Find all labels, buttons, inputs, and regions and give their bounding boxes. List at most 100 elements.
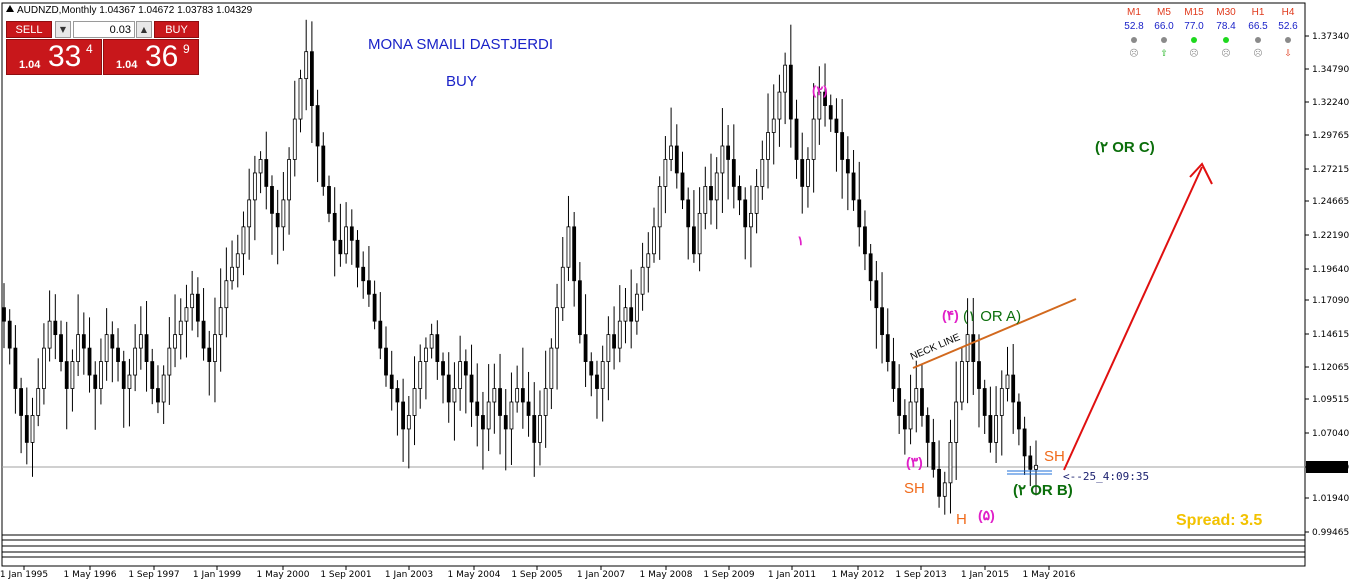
candle-body: [902, 415, 907, 430]
candle-body: [1005, 374, 1010, 389]
candle-body: [1034, 464, 1038, 470]
candle-body: [788, 64, 793, 120]
neck-line[interactable]: [912, 298, 1077, 369]
candle-body: [612, 334, 616, 349]
candle-body: [817, 91, 822, 120]
candle-body: [76, 334, 81, 362]
candle-body: [247, 199, 252, 228]
lot-decrease-button[interactable]: ▼: [55, 21, 71, 38]
candle-body: [321, 145, 326, 187]
candle-body: [81, 334, 86, 349]
candle-body: [315, 105, 320, 147]
sell-price-pips: 33: [48, 40, 82, 73]
indicator-column-m1: M1 52.8 ☹: [1119, 6, 1149, 59]
candle-body: [994, 415, 998, 443]
wave-label-four: (۴): [942, 307, 959, 323]
sell-button[interactable]: SELL: [6, 21, 52, 38]
candle-body: [270, 186, 274, 214]
lot-increase-button[interactable]: ▲: [136, 21, 152, 38]
candle-body: [555, 307, 559, 349]
candle-body: [509, 401, 514, 430]
candle-body: [298, 78, 303, 120]
candle-body: [207, 347, 212, 362]
indicator-value: 66.5: [1248, 21, 1268, 32]
time-axis: 1 Jan 1995 1 May 1996 1 Sep 1997 1 Jan 1999…: [0, 566, 1076, 580]
candle-body: [429, 334, 434, 349]
candle-body: [954, 401, 959, 443]
indicator-column-m5: M5 66.0 ⇧: [1149, 6, 1179, 59]
candle-body: [743, 199, 748, 228]
current-price-label: 1.04329: [1312, 463, 1349, 473]
time-label: 1 Sep 1997: [128, 570, 179, 580]
candle-body: [920, 388, 924, 416]
candle-body: [19, 388, 24, 416]
bottom-bands: [2, 534, 1305, 558]
candle-body: [617, 320, 622, 349]
candle-body: [156, 388, 160, 403]
candle-body: [977, 361, 981, 389]
candle-body: [24, 415, 29, 443]
lot-size-input[interactable]: [73, 21, 135, 38]
candle-body: [406, 415, 411, 430]
candle-body: [595, 374, 599, 389]
candle-body: [863, 226, 867, 255]
timeframe-label: M5: [1157, 7, 1171, 18]
candle-body: [583, 334, 588, 362]
timeframe-label: M30: [1216, 7, 1236, 18]
candle-body: [589, 361, 594, 376]
candle-body: [59, 334, 63, 362]
candle-body: [13, 347, 18, 389]
candle-body: [697, 212, 702, 255]
candle-body: [874, 280, 879, 309]
status-dot-icon: [1191, 37, 1197, 43]
buy-price-quote[interactable]: 1.04 36 9: [103, 39, 199, 75]
candle-body: [190, 293, 195, 309]
candle-body: [771, 118, 776, 133]
candle-body: [292, 118, 297, 160]
candle-body: [389, 374, 394, 389]
candle-body: [634, 293, 639, 322]
candle-body: [674, 145, 679, 174]
candle-body: [891, 361, 896, 389]
candle-body: [657, 186, 662, 228]
candle-body: [560, 266, 565, 309]
candle-body: [378, 320, 383, 349]
sell-price-prefix: 1.04: [19, 59, 41, 71]
time-label: 1 Sep 2009: [703, 570, 755, 580]
candle-body: [749, 212, 753, 228]
candle-body: [1016, 401, 1021, 430]
candle-body: [845, 159, 850, 174]
candle-body: [395, 388, 400, 403]
candle-body: [110, 334, 115, 349]
indicator-column-h4: H4 52.6 ⇩: [1273, 6, 1303, 59]
buy-button[interactable]: BUY: [154, 21, 199, 38]
candle-body: [600, 361, 605, 389]
candle-body: [680, 172, 685, 201]
time-label: 1 Sep 2001: [320, 570, 371, 580]
trend-arrow-icon: ☹: [1129, 48, 1139, 58]
candle-body: [486, 401, 491, 430]
candle-body: [663, 159, 668, 187]
price-label: 1.09515: [1312, 395, 1349, 405]
trend-arrow-icon: ⇩: [1284, 48, 1292, 58]
sell-price-quote[interactable]: 1.04 33 4: [6, 39, 102, 75]
candle-body: [475, 401, 480, 416]
candle-body: [230, 266, 234, 282]
candle-body: [412, 388, 417, 416]
time-label: 1 May 2016: [1023, 570, 1076, 580]
candle-body: [167, 347, 172, 376]
candle-body: [47, 320, 52, 349]
candle-body: [908, 401, 913, 430]
symbol-menu-icon[interactable]: [6, 5, 14, 12]
candle-body: [629, 307, 634, 322]
indicator-value: 52.6: [1278, 21, 1298, 32]
candle-body: [982, 388, 987, 416]
time-label: 1 Jan 1999: [193, 570, 241, 580]
indicator-value: 77.0: [1184, 21, 1204, 32]
candle-body: [720, 145, 725, 174]
candle-body: [577, 280, 582, 336]
projection-arrow[interactable]: [1063, 166, 1203, 471]
wave-label-two-or-b: (۲ OR B): [1013, 482, 1073, 499]
